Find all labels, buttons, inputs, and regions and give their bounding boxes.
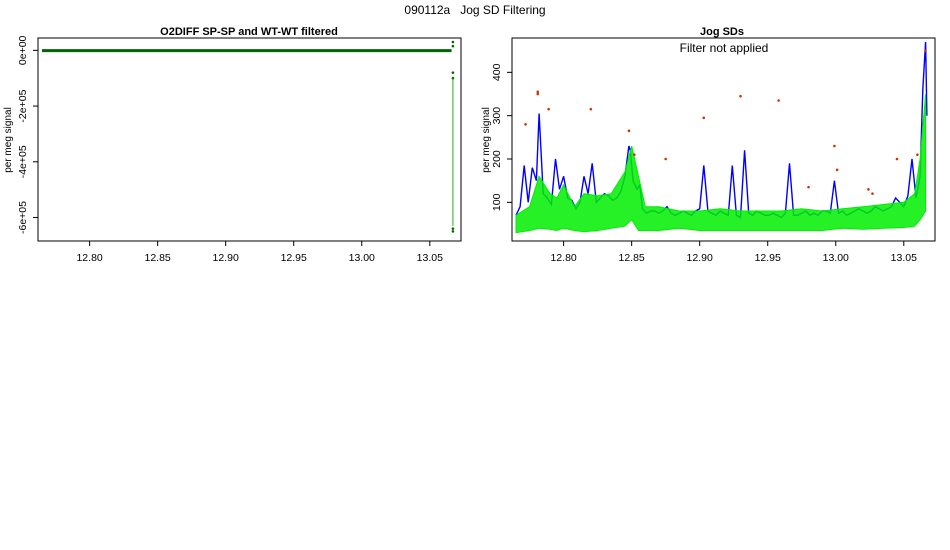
right-y-tick-label: 100 xyxy=(491,193,503,211)
page-title: 090112a Jog SD Filtering xyxy=(404,3,546,17)
right-series-0-line xyxy=(515,41,928,219)
right-series-2-point xyxy=(536,90,540,94)
right-series-2-point xyxy=(664,157,667,161)
left-x-tick-label: 13.05 xyxy=(417,252,443,264)
right-series-2-point xyxy=(835,168,839,172)
right-series-2-point xyxy=(916,153,919,156)
left-y-axis-label: per meg signal xyxy=(3,107,14,173)
right-x-tick-label: 12.85 xyxy=(619,252,645,264)
right-series-1-band xyxy=(515,93,927,234)
left-series-1-point xyxy=(451,40,455,44)
right-series-2-point xyxy=(871,192,874,195)
left-x-tick-label: 12.85 xyxy=(145,252,171,264)
right-series-2-point xyxy=(895,157,899,161)
right-panel: Jog SDs Filter not applied per meg signa… xyxy=(481,26,936,264)
right-series-2-point xyxy=(924,49,927,52)
right-y-tick-label: 200 xyxy=(491,150,503,168)
right-x-tick-label: 12.80 xyxy=(550,252,576,264)
left-x-tick-label: 12.90 xyxy=(213,252,239,264)
left-y-tick-label: -2e+05 xyxy=(17,89,29,122)
left-chart-title: O2DIFF SP-SP and WT-WT filtered xyxy=(160,26,338,38)
left-data-marks xyxy=(42,40,455,233)
right-plot-frame xyxy=(511,37,936,242)
right-series-2-point xyxy=(702,116,706,120)
left-y-tick-label: -6e+05 xyxy=(17,201,29,234)
right-series-2-point xyxy=(589,107,593,111)
right-series-2-point xyxy=(524,123,527,126)
right-y-tick-label: 400 xyxy=(491,63,503,81)
left-y-tick-label: 0e+00 xyxy=(17,35,29,65)
right-series-2-point xyxy=(833,144,836,148)
left-panel: O2DIFF SP-SP and WT-WT filtered per meg … xyxy=(3,26,462,264)
right-x-tick-label: 12.90 xyxy=(687,252,713,264)
right-series-2-point xyxy=(627,129,631,133)
right-x-tick-label: 13.05 xyxy=(891,252,917,264)
left-x-tick-label: 12.95 xyxy=(281,252,307,264)
right-x-tick-label: 12.95 xyxy=(755,252,781,264)
right-y-axis-label: per meg signal xyxy=(481,107,492,173)
right-series-2-point xyxy=(536,92,540,96)
right-y-axis: 100 200 300 400 xyxy=(491,63,512,211)
left-series-1-point xyxy=(451,44,455,48)
right-x-axis: 12.80 12.85 12.90 12.95 13.00 13.05 xyxy=(550,241,917,264)
left-x-tick-label: 12.80 xyxy=(76,252,102,264)
left-x-tick-label: 13.00 xyxy=(349,252,375,264)
left-series-1-point xyxy=(451,230,455,233)
right-y-tick-label: 300 xyxy=(491,107,503,125)
left-series-1-point xyxy=(451,76,455,80)
right-data-marks xyxy=(515,41,928,234)
filter-note: Filter not applied xyxy=(680,41,769,55)
right-series-2-point xyxy=(807,185,810,189)
left-series-1-point xyxy=(451,227,455,230)
left-y-tick-label: -4e+05 xyxy=(17,145,29,178)
right-series-2-point xyxy=(633,153,636,156)
right-x-tick-label: 13.00 xyxy=(823,252,849,264)
left-x-axis: 12.80 12.85 12.90 12.95 13.00 13.05 xyxy=(76,241,443,264)
left-plot-frame xyxy=(37,37,462,242)
left-y-axis: 0e+00 -2e+05 -4e+05 -6e+05 xyxy=(17,35,38,234)
right-chart-title: Jog SDs xyxy=(700,26,744,38)
right-series-2-point xyxy=(739,94,742,98)
right-series-2-point xyxy=(777,99,780,102)
left-series-1-point xyxy=(451,71,455,74)
right-series-2-point xyxy=(547,107,550,111)
right-series-2-point xyxy=(867,188,870,191)
